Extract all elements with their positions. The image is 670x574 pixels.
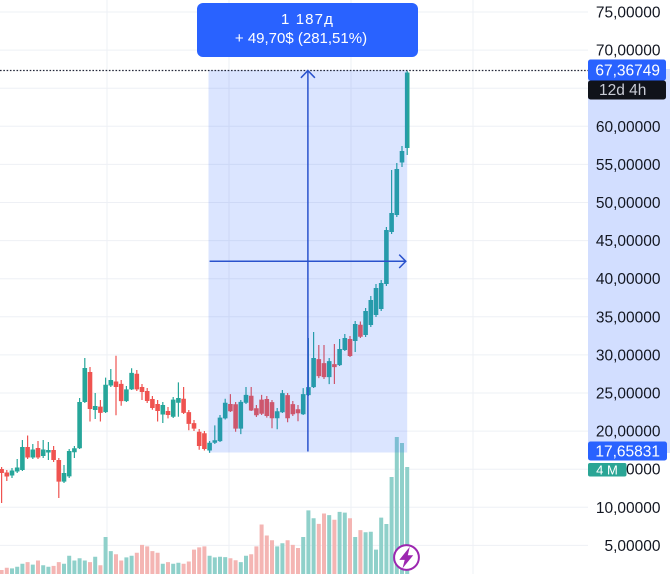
- svg-text:4 M: 4 M: [596, 463, 618, 478]
- svg-text:30,00000: 30,00000: [596, 347, 661, 364]
- svg-text:5,00000: 5,00000: [604, 538, 660, 555]
- svg-text:60,00000: 60,00000: [596, 119, 661, 136]
- svg-text:67,36749: 67,36749: [595, 63, 660, 80]
- svg-text:12d 4h: 12d 4h: [599, 82, 646, 99]
- svg-text:50,00000: 50,00000: [596, 195, 661, 212]
- svg-text:35,00000: 35,00000: [596, 309, 661, 326]
- svg-text:45,00000: 45,00000: [596, 233, 661, 250]
- svg-text:10,00000: 10,00000: [596, 500, 661, 517]
- svg-text:70,00000: 70,00000: [596, 43, 661, 60]
- svg-text:55,00000: 55,00000: [596, 157, 661, 174]
- svg-text:40,00000: 40,00000: [596, 271, 661, 288]
- svg-text:20,00000: 20,00000: [596, 424, 661, 441]
- svg-text:25,00000: 25,00000: [596, 386, 661, 403]
- svg-text:17,65831: 17,65831: [595, 444, 660, 461]
- svg-text:75,00000: 75,00000: [596, 5, 661, 22]
